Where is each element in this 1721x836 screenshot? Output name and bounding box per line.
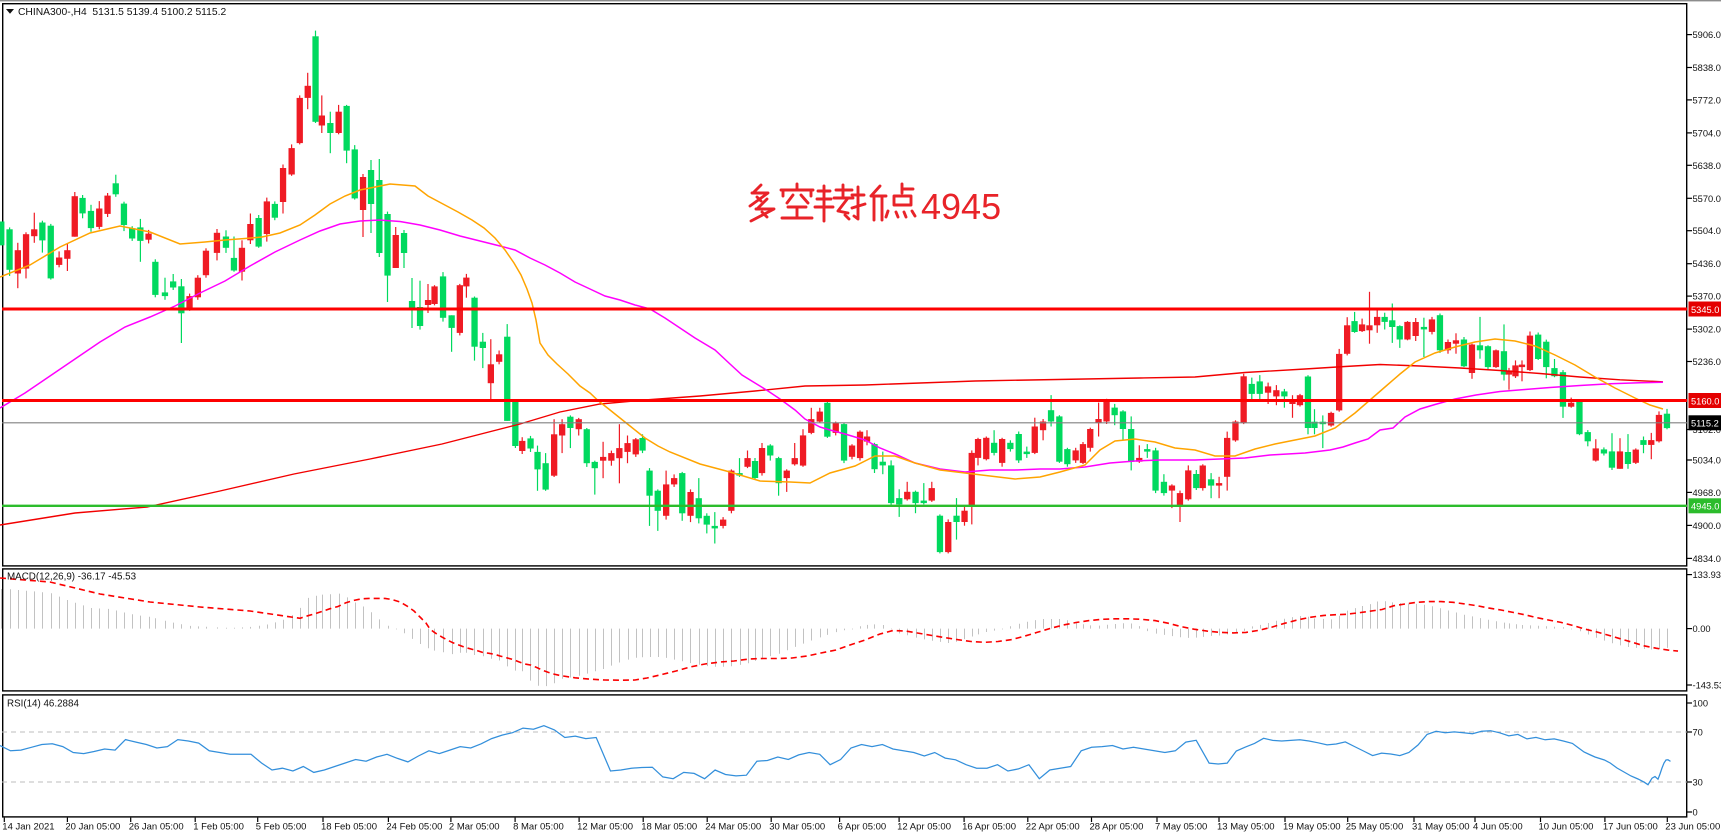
svg-text:20 Jan 05:00: 20 Jan 05:00 — [65, 822, 120, 833]
svg-text:10 Jun 05:00: 10 Jun 05:00 — [1539, 822, 1594, 833]
svg-text:5504.0: 5504.0 — [1693, 226, 1721, 236]
svg-text:4 Jun 05:00: 4 Jun 05:00 — [1473, 822, 1523, 833]
svg-text:0.00: 0.00 — [1693, 624, 1711, 634]
svg-text:2 Mar 05:00: 2 Mar 05:00 — [449, 822, 500, 833]
svg-text:4900.0: 4900.0 — [1693, 521, 1721, 531]
svg-text:5704.0: 5704.0 — [1693, 128, 1721, 138]
svg-text:5 Feb 05:00: 5 Feb 05:00 — [256, 822, 307, 833]
svg-text:16 Apr 05:00: 16 Apr 05:00 — [962, 822, 1016, 833]
svg-text:12 Apr 05:00: 12 Apr 05:00 — [897, 822, 951, 833]
svg-text:0: 0 — [1693, 808, 1698, 818]
svg-text:5115.2: 5115.2 — [1691, 419, 1719, 429]
svg-text:31 May 05:00: 31 May 05:00 — [1412, 822, 1470, 833]
svg-text:5302.0: 5302.0 — [1693, 325, 1721, 335]
svg-text:26 Jan 05:00: 26 Jan 05:00 — [129, 822, 184, 833]
svg-text:30 Mar 05:00: 30 Mar 05:00 — [769, 822, 825, 833]
svg-text:5345.0: 5345.0 — [1691, 305, 1719, 315]
svg-text:24 Mar 05:00: 24 Mar 05:00 — [705, 822, 761, 833]
svg-text:CHINA300-,H4 5131.5 5139.4 51: CHINA300-,H4 5131.5 5139.4 5100.2 5115.2 — [18, 7, 226, 18]
svg-text:5772.0: 5772.0 — [1693, 95, 1721, 105]
svg-text:5906.0: 5906.0 — [1693, 30, 1721, 40]
svg-text:-143.53: -143.53 — [1693, 681, 1721, 691]
svg-text:23 Jun 05:00: 23 Jun 05:00 — [1665, 822, 1720, 833]
svg-text:133.93: 133.93 — [1693, 570, 1721, 580]
svg-text:5838.0: 5838.0 — [1693, 63, 1721, 73]
svg-text:RSI(14) 46.2884: RSI(14) 46.2884 — [7, 699, 79, 710]
svg-text:19 May 05:00: 19 May 05:00 — [1283, 822, 1341, 833]
svg-text:7 May 05:00: 7 May 05:00 — [1155, 822, 1207, 833]
svg-text:5160.0: 5160.0 — [1691, 396, 1719, 406]
svg-text:30: 30 — [1693, 778, 1703, 788]
svg-text:4945.0: 4945.0 — [1691, 502, 1719, 512]
svg-text:8 Mar 05:00: 8 Mar 05:00 — [513, 822, 564, 833]
svg-text:5236.0: 5236.0 — [1693, 357, 1721, 367]
svg-text:4834.0: 4834.0 — [1693, 554, 1721, 564]
svg-text:MACD(12,26,9) -36.17 -45.53: MACD(12,26,9) -36.17 -45.53 — [7, 572, 137, 583]
svg-text:12 Mar 05:00: 12 Mar 05:00 — [577, 822, 633, 833]
svg-text:6 Apr 05:00: 6 Apr 05:00 — [838, 822, 887, 833]
svg-text:18 Feb 05:00: 18 Feb 05:00 — [321, 822, 377, 833]
svg-text:28 Apr 05:00: 28 Apr 05:00 — [1090, 822, 1144, 833]
svg-text:5370.0: 5370.0 — [1693, 292, 1721, 302]
svg-text:4945: 4945 — [921, 186, 1001, 227]
svg-text:25 May 05:00: 25 May 05:00 — [1346, 822, 1404, 833]
svg-text:5570.0: 5570.0 — [1693, 194, 1721, 204]
svg-text:14 Jan 2021: 14 Jan 2021 — [2, 822, 54, 833]
svg-text:24 Feb 05:00: 24 Feb 05:00 — [386, 822, 442, 833]
svg-text:5034.0: 5034.0 — [1693, 456, 1721, 466]
svg-text:5638.0: 5638.0 — [1693, 161, 1721, 171]
svg-text:100: 100 — [1693, 699, 1709, 709]
svg-text:17 Jun 05:00: 17 Jun 05:00 — [1603, 822, 1658, 833]
svg-text:1 Feb 05:00: 1 Feb 05:00 — [193, 822, 244, 833]
svg-text:13 May 05:00: 13 May 05:00 — [1217, 822, 1275, 833]
svg-text:4968.0: 4968.0 — [1693, 488, 1721, 498]
svg-text:18 Mar 05:00: 18 Mar 05:00 — [641, 822, 697, 833]
svg-text:22 Apr 05:00: 22 Apr 05:00 — [1026, 822, 1080, 833]
svg-text:70: 70 — [1693, 728, 1703, 738]
svg-text:5436.0: 5436.0 — [1693, 259, 1721, 269]
